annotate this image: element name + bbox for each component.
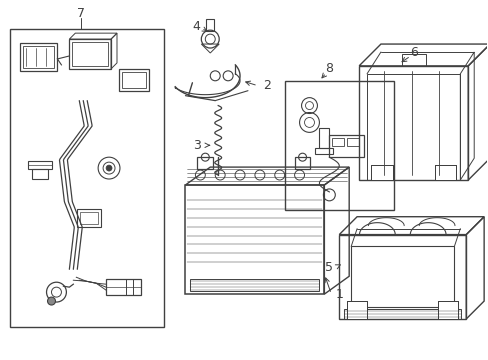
Circle shape <box>106 165 112 171</box>
Bar <box>344 309 460 319</box>
Bar <box>10 29 163 327</box>
Bar <box>350 247 453 307</box>
Bar <box>122 72 145 88</box>
Bar <box>319 129 328 148</box>
Bar <box>358 66 468 180</box>
Bar <box>332 138 344 146</box>
Bar <box>77 209 101 227</box>
Bar <box>370 165 392 180</box>
Text: 6: 6 <box>409 46 417 59</box>
Bar <box>401 54 425 66</box>
Bar <box>315 148 333 154</box>
Bar <box>284 81 393 210</box>
Bar <box>434 165 455 180</box>
Bar <box>294 157 310 169</box>
Bar <box>119 69 148 91</box>
Bar <box>339 235 466 319</box>
Bar <box>72 42 108 66</box>
Bar <box>438 301 457 319</box>
Text: 2: 2 <box>263 79 270 92</box>
Text: 8: 8 <box>325 62 333 75</box>
Bar <box>206 19 214 31</box>
Bar <box>28 161 51 169</box>
Bar <box>438 301 457 319</box>
Bar <box>80 212 98 224</box>
Bar <box>32 169 47 179</box>
Bar <box>346 301 366 319</box>
Bar <box>22 46 54 68</box>
Bar <box>346 301 366 319</box>
Bar <box>328 135 364 157</box>
Bar <box>69 39 111 69</box>
Text: 7: 7 <box>77 7 85 20</box>
Bar <box>370 165 392 180</box>
Text: 1: 1 <box>335 288 343 301</box>
Bar <box>185 185 324 294</box>
Bar <box>106 279 141 295</box>
Bar <box>346 138 358 146</box>
Bar <box>366 74 459 180</box>
Bar <box>434 165 455 180</box>
Text: 3: 3 <box>193 139 201 152</box>
Bar <box>126 279 133 295</box>
Circle shape <box>47 297 55 305</box>
Bar <box>190 279 319 291</box>
Bar <box>20 43 57 71</box>
Text: 5: 5 <box>325 261 333 274</box>
Text: 4: 4 <box>192 20 200 33</box>
Bar <box>197 157 213 169</box>
